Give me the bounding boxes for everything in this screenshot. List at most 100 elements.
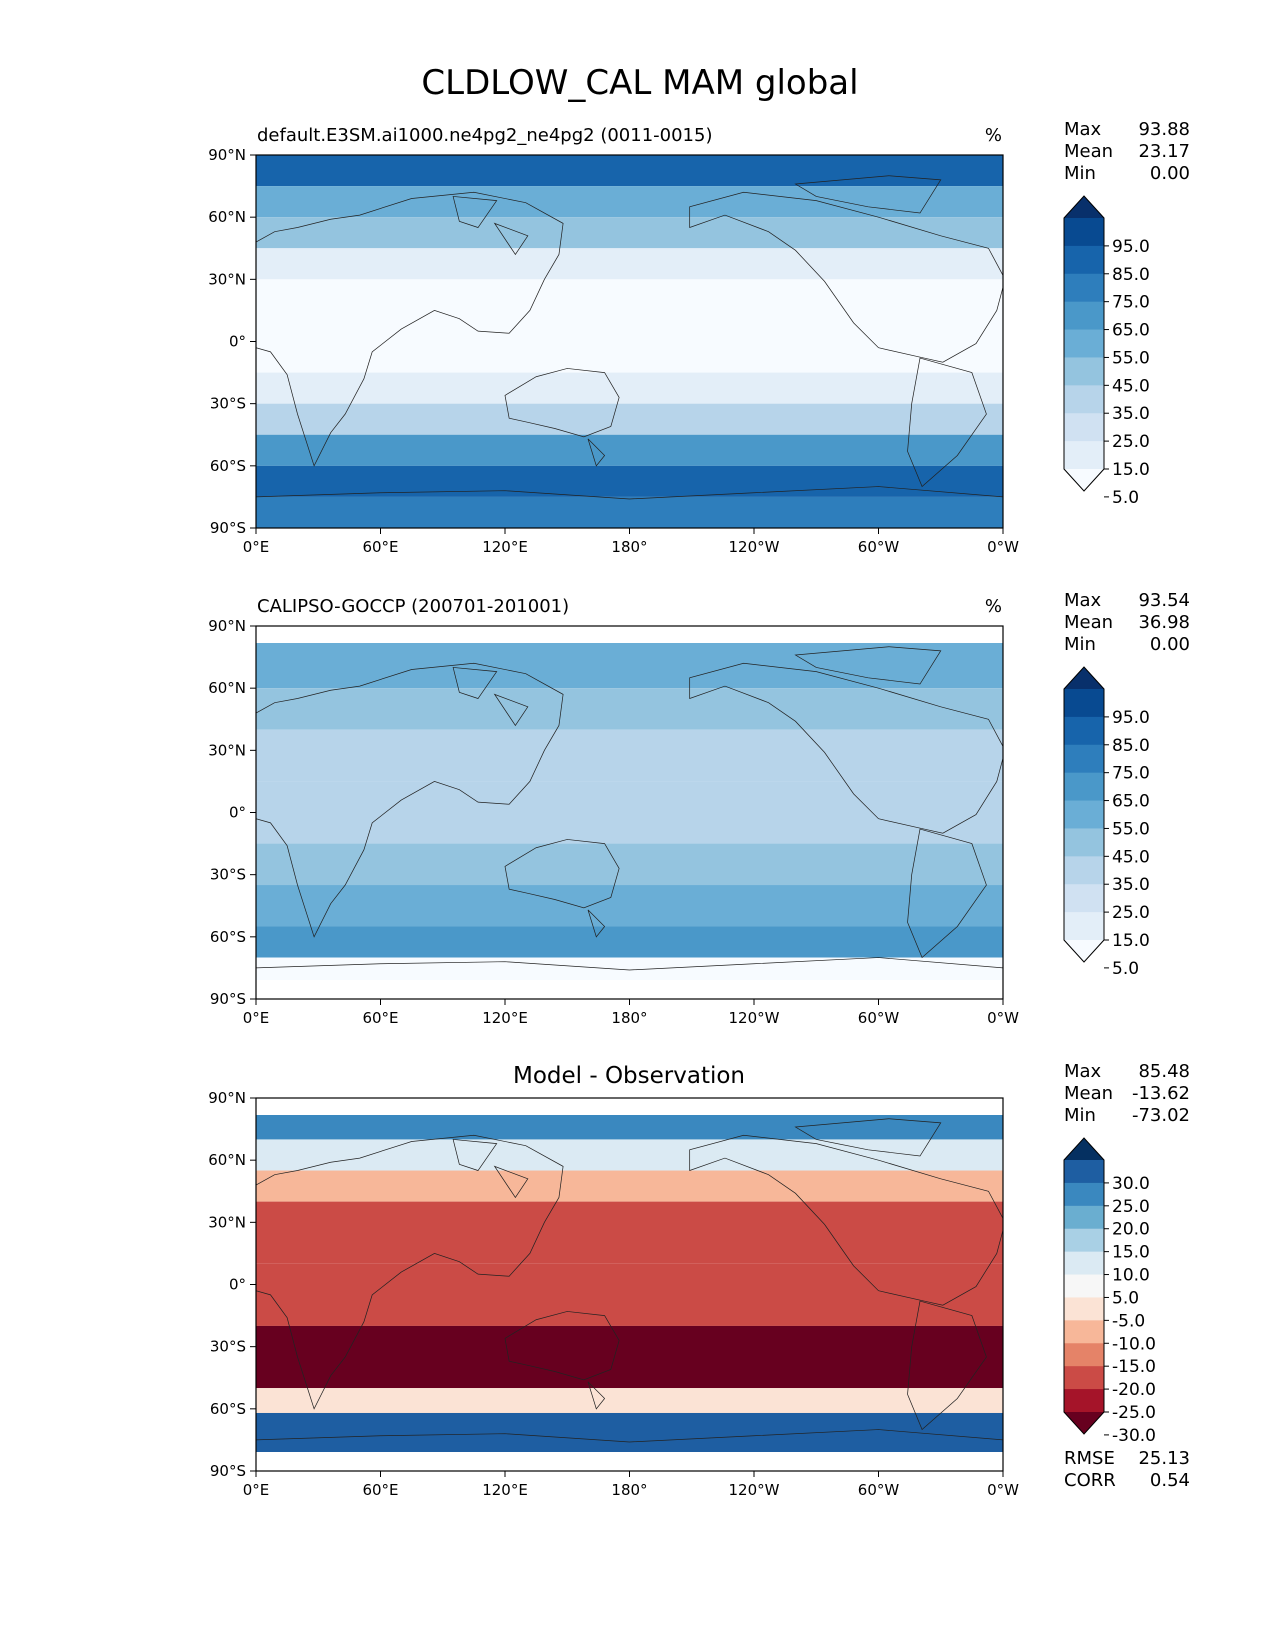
panel-diff-colorbar: 30.0 25.0 20.0 15.0 10.05.0 -5.0 -10.0 -15.0 -20…: [1063, 1137, 1156, 1446]
panel-model-stats: Max 93.88 Mean 23.17 Min 0.00: [1064, 119, 1190, 184]
panel-model-units: %: [985, 125, 1002, 146]
panel-obs-title: CALIPSO-GOCCP (200701-201001): [257, 596, 569, 617]
stat-max: 85.48: [1138, 1061, 1190, 1082]
field-band-6: [256, 926, 1003, 958]
stat-label-min: Min: [1064, 163, 1096, 184]
stat-mean: -13.62: [1132, 1083, 1190, 1104]
lat-tick-label: 60°S: [210, 457, 246, 475]
colorbar-tick-label: 95.0: [1112, 237, 1150, 257]
colorbar-tick-label: 55.0: [1112, 819, 1150, 839]
panel-diff-title: Model - Observation: [513, 1063, 745, 1089]
panel-model-field: [256, 155, 1003, 528]
field-band-5: [256, 1325, 1003, 1389]
stat-label-max: Max: [1064, 1061, 1102, 1082]
field-band-0: [256, 1114, 1003, 1140]
panel-model-colorbar: 95.0 85.0 75.0 65.0 55.0 45.0 35.0 25.0 15.0 5.0: [1063, 195, 1150, 508]
field-band-4: [256, 1263, 1003, 1326]
panel-diff-axes: 90°N 60°N 30°N 0° 30°S 60°S 90°S0°E 60°E 120°E 18…: [208, 1089, 1019, 1499]
metric-label-rmse: RMSE: [1064, 1448, 1115, 1469]
colorbar-tick-label: 30.0: [1112, 1174, 1150, 1194]
lon-tick-label: 60°E: [362, 1009, 398, 1027]
colorbar-tick-label: 45.0: [1112, 376, 1150, 396]
colorbar-swatch: [1064, 273, 1104, 303]
stat-max: 93.88: [1138, 119, 1190, 140]
field-band-5: [256, 885, 1003, 927]
stat-label-max: Max: [1064, 119, 1102, 140]
stat-label-min: Min: [1064, 1105, 1096, 1126]
colorbar-swatch: [1064, 413, 1104, 442]
colorbar-swatch: [1064, 1228, 1104, 1253]
lat-tick-label: 30°S: [210, 1338, 246, 1356]
colorbar-swatch: [1064, 800, 1104, 829]
field-band-3: [256, 1201, 1003, 1264]
field-band-4: [256, 279, 1003, 373]
metric-rmse: 25.13: [1138, 1448, 1190, 1469]
colorbar-swatch: [1064, 689, 1104, 718]
lon-tick-label: 60°W: [858, 538, 900, 556]
lat-tick-label: 90°N: [208, 617, 246, 635]
colorbar-tick-label: 25.0: [1112, 903, 1150, 923]
colorbar-swatch: [1064, 884, 1104, 913]
panel-model: default.E3SM.ai1000.ne4pg2_ne4pg2 (0011-…: [208, 119, 1190, 556]
panel-diff-metrics: RMSE 25.13 CORR 0.54: [1064, 1448, 1190, 1491]
lat-tick-label: 30°N: [208, 741, 246, 759]
colorbar-swatch: [1064, 744, 1104, 774]
colorbar-tick-label: 35.0: [1112, 404, 1150, 424]
field-band-2: [256, 1170, 1003, 1202]
colorbar-swatch: [1064, 1366, 1104, 1390]
field-band-4: [256, 843, 1003, 886]
colorbar-tick-label: 45.0: [1112, 847, 1150, 867]
panel-obs-field: [256, 642, 1003, 983]
lat-tick-label: 90°S: [210, 1462, 246, 1480]
stat-min: -73.02: [1132, 1105, 1190, 1126]
colorbar-extend-low: [1064, 469, 1104, 491]
colorbar-extend-low: [1064, 940, 1104, 962]
panel-obs-stats: Max 93.54 Mean 36.98 Min 0.00: [1064, 590, 1190, 655]
lat-tick-label: 60°S: [210, 928, 246, 946]
colorbar-tick-label: 75.0: [1112, 293, 1150, 313]
field-band-1: [256, 1139, 1003, 1171]
colorbar-swatch: [1064, 1320, 1104, 1344]
field-band-5: [256, 372, 1003, 404]
panel-obs-axes: 90°N 60°N 30°N 0° 30°S 60°S 90°S0°E 60°E 120°E 18…: [208, 617, 1019, 1027]
colorbar-swatch: [1064, 218, 1104, 247]
field-band-8: [256, 465, 1003, 497]
lon-tick-label: 180°: [611, 1009, 647, 1027]
stat-mean: 36.98: [1138, 612, 1190, 633]
colorbar-swatch: [1064, 1251, 1104, 1276]
panel-obs-colorbar: 95.0 85.0 75.0 65.0 55.0 45.0 35.0 25.0 15.0 5.0: [1063, 666, 1150, 979]
colorbar-swatch: [1064, 245, 1104, 275]
panel-diff-missing-south: [256, 1452, 1003, 1471]
lon-tick-label: 0°E: [243, 1481, 270, 1499]
lat-tick-label: 0°: [229, 333, 246, 351]
panel-diff-stats: Max 85.48 Mean -13.62 Min -73.02: [1064, 1061, 1190, 1126]
panel-diff-field: [256, 1114, 1003, 1455]
colorbar-swatch: [1064, 441, 1104, 470]
colorbar-swatch: [1064, 1389, 1104, 1413]
colorbar-tick-label: 25.0: [1112, 1197, 1150, 1217]
lon-tick-label: 120°W: [729, 1481, 780, 1499]
metric-corr: 0.54: [1150, 1470, 1190, 1491]
colorbar-tick-label: 5.0: [1112, 1288, 1139, 1308]
panel-diff: Model - Observation 90°N 60°N 30°N 0° 30°S 60…: [208, 1061, 1190, 1499]
stat-label-min: Min: [1064, 634, 1096, 655]
colorbar-extend-low: [1064, 1412, 1104, 1434]
panel-diff-missing-north: [256, 1098, 1003, 1115]
colorbar-tick-label: -5.0: [1112, 1311, 1145, 1331]
field-band-7: [256, 1412, 1003, 1455]
lat-tick-label: 30°S: [210, 395, 246, 413]
colorbar-swatch: [1064, 1205, 1104, 1230]
colorbar-tick-label: -10.0: [1112, 1334, 1156, 1354]
lon-tick-label: 120°W: [729, 1009, 780, 1027]
colorbar-swatch: [1064, 1182, 1104, 1207]
colorbar-swatch: [1064, 716, 1104, 746]
colorbar-tick-label: 15.0: [1112, 460, 1150, 480]
stat-mean: 23.17: [1138, 141, 1190, 162]
figure-title: CLDLOW_CAL MAM global: [421, 63, 858, 103]
lon-tick-label: 180°: [611, 1481, 647, 1499]
field-band-0: [256, 155, 1003, 187]
lat-tick-label: 30°N: [208, 1213, 246, 1231]
stat-label-mean: Mean: [1064, 1083, 1113, 1104]
lon-tick-label: 0°W: [987, 1009, 1019, 1027]
